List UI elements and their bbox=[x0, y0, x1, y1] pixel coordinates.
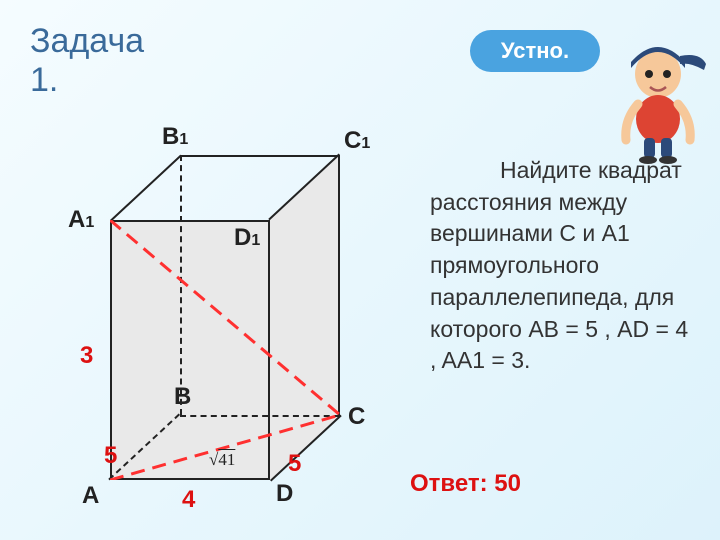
vertex-d1: D1 bbox=[234, 224, 260, 252]
vertex-b: B bbox=[174, 383, 191, 411]
oral-pill-label: Устно. bbox=[501, 38, 569, 64]
diag-ac bbox=[110, 415, 340, 480]
vertex-a: A bbox=[82, 482, 99, 510]
vertex-d: D bbox=[276, 480, 293, 508]
problem-title: Задача1. bbox=[30, 22, 144, 100]
dim-aa1: 3 bbox=[80, 342, 93, 370]
dim-ad: 4 bbox=[182, 486, 195, 514]
diag-label-sqrt: √41 bbox=[209, 450, 235, 470]
vertex-c: C bbox=[348, 403, 365, 431]
edge-a1b1 bbox=[110, 155, 181, 221]
vertex-c1: C1 bbox=[344, 127, 370, 155]
dim-ab: 5 bbox=[104, 442, 117, 470]
oral-pill: Устно. bbox=[470, 30, 600, 72]
problem-text: Найдите квадрат расстояния между вершина… bbox=[430, 155, 700, 377]
diag-a1c bbox=[110, 220, 340, 415]
vertex-b1: B1 bbox=[162, 123, 188, 151]
edge-b1c1 bbox=[180, 155, 340, 157]
dim-dc: 5 bbox=[288, 450, 301, 478]
vertex-a1: A1 bbox=[68, 206, 94, 234]
cartoon-boy-icon bbox=[608, 24, 708, 164]
prism-diagram: A D C B A1 D1 C1 B1 3 5 4 5 √41 bbox=[40, 115, 400, 525]
answer-text: Ответ: 50 bbox=[410, 470, 521, 498]
